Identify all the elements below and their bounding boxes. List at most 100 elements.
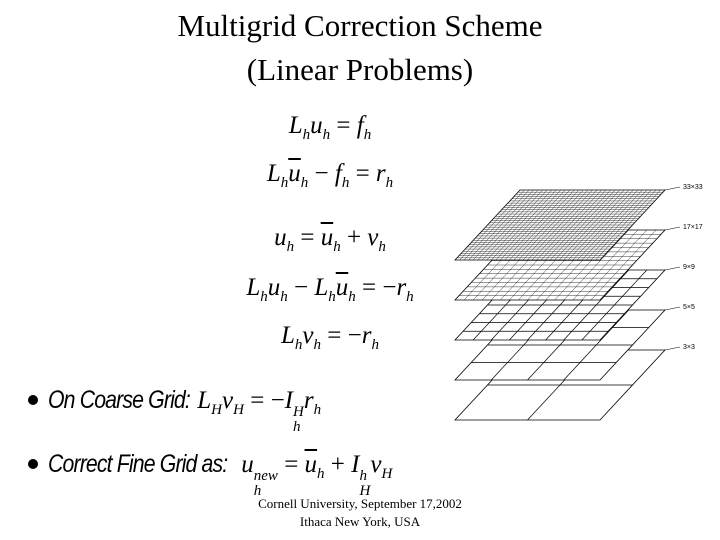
grid-line	[563, 229, 629, 301]
subscript: h	[300, 175, 309, 191]
operator: +	[324, 451, 352, 478]
script: h	[323, 128, 331, 143]
grid-line	[563, 269, 630, 341]
script: h	[287, 240, 295, 255]
grid-line	[563, 309, 630, 381]
symbol-base: r	[361, 322, 372, 349]
bullet-label: On Coarse Grid:	[48, 386, 191, 414]
script: h	[342, 176, 350, 191]
subscript: h	[322, 127, 331, 143]
subscript: h	[294, 337, 303, 353]
script: h	[295, 338, 303, 353]
operator: =	[349, 160, 376, 187]
subscript: h	[328, 289, 336, 305]
symbol-base: v	[370, 451, 382, 478]
script: h	[386, 176, 394, 191]
script: h	[314, 403, 322, 418]
subscript: h	[286, 239, 295, 255]
symbol-base: L	[197, 387, 212, 414]
symbol-base: L	[246, 274, 261, 301]
symbol-base: r	[396, 274, 407, 301]
grid-line	[531, 189, 598, 261]
subscript: h	[302, 127, 311, 143]
script: h	[280, 290, 288, 305]
operator: +	[340, 224, 368, 251]
grid-line	[590, 229, 657, 301]
label-leader	[664, 306, 681, 311]
script: H	[233, 403, 244, 418]
script: h	[406, 290, 414, 305]
symbol-base: v	[222, 387, 234, 414]
subscript: h	[333, 239, 341, 255]
grid-line	[568, 189, 634, 261]
symbol-base: L	[266, 160, 281, 187]
subscript: H	[381, 466, 393, 482]
grid-label: 17×17	[683, 224, 703, 231]
script: h	[364, 128, 372, 143]
operator: = −	[243, 387, 285, 414]
footer-line: Ithaca New York, USA	[299, 514, 421, 529]
grid-line	[590, 189, 657, 261]
symbol-base: u	[288, 160, 301, 187]
symbol-base: u	[241, 451, 254, 478]
subscript: h	[260, 289, 268, 305]
symbol-base: L	[288, 112, 303, 139]
symbol-base: v	[367, 224, 379, 251]
symbol-base: L	[281, 322, 295, 349]
subscript: h	[313, 402, 322, 418]
bullet-dot	[28, 459, 38, 469]
grid-line	[577, 189, 643, 261]
grid-line	[536, 189, 602, 261]
script: h	[260, 290, 268, 305]
grid-line	[540, 189, 607, 261]
symbol-base: u	[304, 451, 318, 478]
bullet-label: Correct Fine Grid as:	[48, 450, 228, 478]
grid-line	[572, 229, 638, 301]
symbol-base: u	[310, 112, 323, 139]
grid-line	[559, 189, 625, 261]
grid-line	[550, 189, 616, 261]
script: h	[301, 176, 309, 191]
subscript: h	[385, 175, 394, 191]
subscript: h	[406, 289, 414, 305]
subscript: h	[341, 175, 350, 191]
subscript: H	[359, 483, 371, 500]
grid-line	[581, 189, 648, 261]
operator: =	[330, 112, 357, 139]
title-line: (Linear Problems)	[246, 52, 474, 87]
script: h	[371, 338, 379, 353]
grid-line	[581, 269, 648, 341]
grid-label: 3×3	[683, 344, 695, 351]
script: h	[348, 290, 356, 305]
symbol-base: u	[320, 224, 334, 251]
script: h	[303, 128, 311, 143]
script: h	[317, 467, 325, 482]
subscript: H	[233, 402, 244, 418]
operator: =	[277, 451, 305, 478]
operator: −	[287, 274, 315, 301]
subscript: h	[371, 337, 379, 353]
superscript: h	[359, 468, 367, 485]
symbol-base: L	[314, 274, 329, 301]
script: h	[314, 338, 322, 353]
symbol-base: f	[334, 160, 342, 187]
